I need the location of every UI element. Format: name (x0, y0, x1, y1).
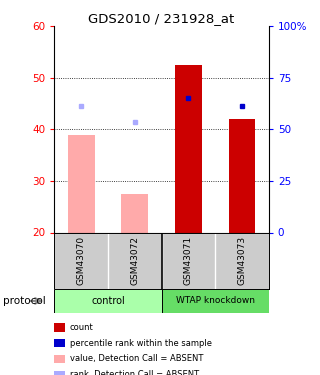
Text: protocol: protocol (3, 296, 46, 306)
Text: value, Detection Call = ABSENT: value, Detection Call = ABSENT (70, 354, 203, 363)
Text: GSM43072: GSM43072 (130, 236, 139, 285)
Text: GSM43073: GSM43073 (237, 236, 246, 285)
Bar (162, 289, 269, 313)
Bar (228, 119, 255, 232)
Text: control: control (91, 296, 125, 306)
Text: count: count (70, 323, 94, 332)
Text: rank, Detection Call = ABSENT: rank, Detection Call = ABSENT (70, 370, 199, 375)
Title: GDS2010 / 231928_at: GDS2010 / 231928_at (88, 12, 235, 25)
Text: GSM43071: GSM43071 (184, 236, 193, 285)
Text: percentile rank within the sample: percentile rank within the sample (70, 339, 212, 348)
Bar (175, 65, 202, 232)
Text: GSM43070: GSM43070 (77, 236, 86, 285)
Bar (54, 289, 162, 313)
Bar (121, 194, 148, 232)
Text: WTAP knockdown: WTAP knockdown (176, 296, 255, 305)
Bar (68, 135, 95, 232)
